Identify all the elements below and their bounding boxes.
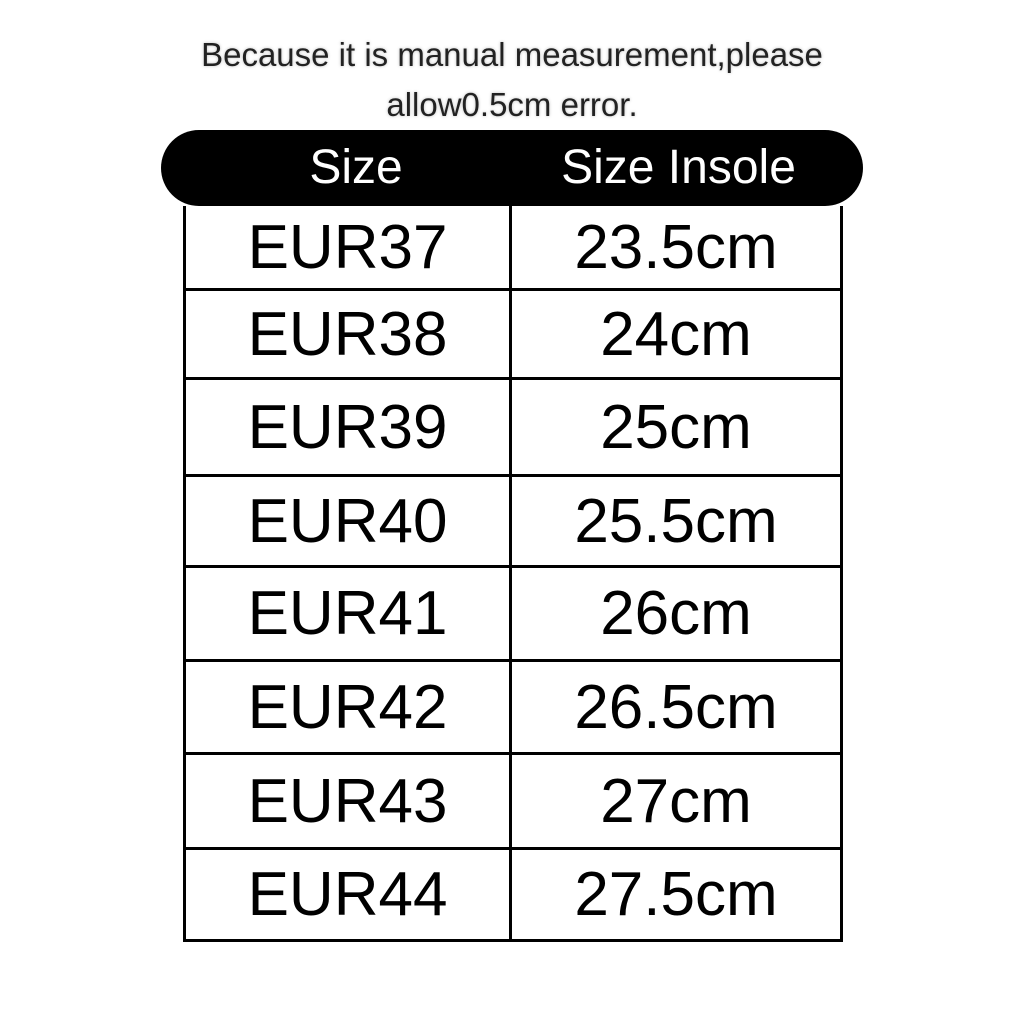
size-cell: EUR44 xyxy=(186,850,512,939)
insole-length-cell: 25cm xyxy=(600,392,752,462)
table-row: EUR39 25cm xyxy=(186,380,840,477)
header-size-insole: Size Insole xyxy=(561,141,796,194)
size-cell: EUR40 xyxy=(186,477,512,565)
insole-length-cell: 27cm xyxy=(600,766,752,836)
insole-length-cell: 23.5cm xyxy=(574,212,778,282)
table-row: EUR43 27cm xyxy=(186,755,840,850)
size-cell: EUR37 xyxy=(186,206,512,288)
size-table: EUR37 23.5cm EUR38 24cm EUR39 25cm EUR40 25.5cm… xyxy=(183,206,843,942)
measurement-note-line-1: Because it is manual measurement,please xyxy=(201,36,823,73)
table-row: EUR44 27.5cm xyxy=(186,850,840,942)
table-row: EUR40 25.5cm xyxy=(186,477,840,568)
insole-length-cell: 26cm xyxy=(600,579,752,648)
size-cell: EUR41 xyxy=(186,568,512,659)
insole-length-cell: 24cm xyxy=(600,299,752,369)
size-cell: EUR39 xyxy=(186,380,512,474)
insole-length-cell: 26.5cm xyxy=(574,672,778,742)
header-size: Size xyxy=(309,141,403,194)
table-header: Size Size Insole xyxy=(161,130,863,206)
table-row: EUR41 26cm xyxy=(186,568,840,662)
table-row: EUR38 24cm xyxy=(186,291,840,380)
insole-length-cell: 27.5cm xyxy=(574,860,778,929)
table-row: EUR42 26.5cm xyxy=(186,662,840,755)
table-row: EUR37 23.5cm xyxy=(186,206,840,291)
insole-length-cell: 25.5cm xyxy=(574,486,778,556)
size-cell: EUR38 xyxy=(186,291,512,377)
size-cell: EUR43 xyxy=(186,755,512,847)
measurement-note-line-2: allow0.5cm error. xyxy=(386,86,638,123)
size-cell: EUR42 xyxy=(186,662,512,752)
